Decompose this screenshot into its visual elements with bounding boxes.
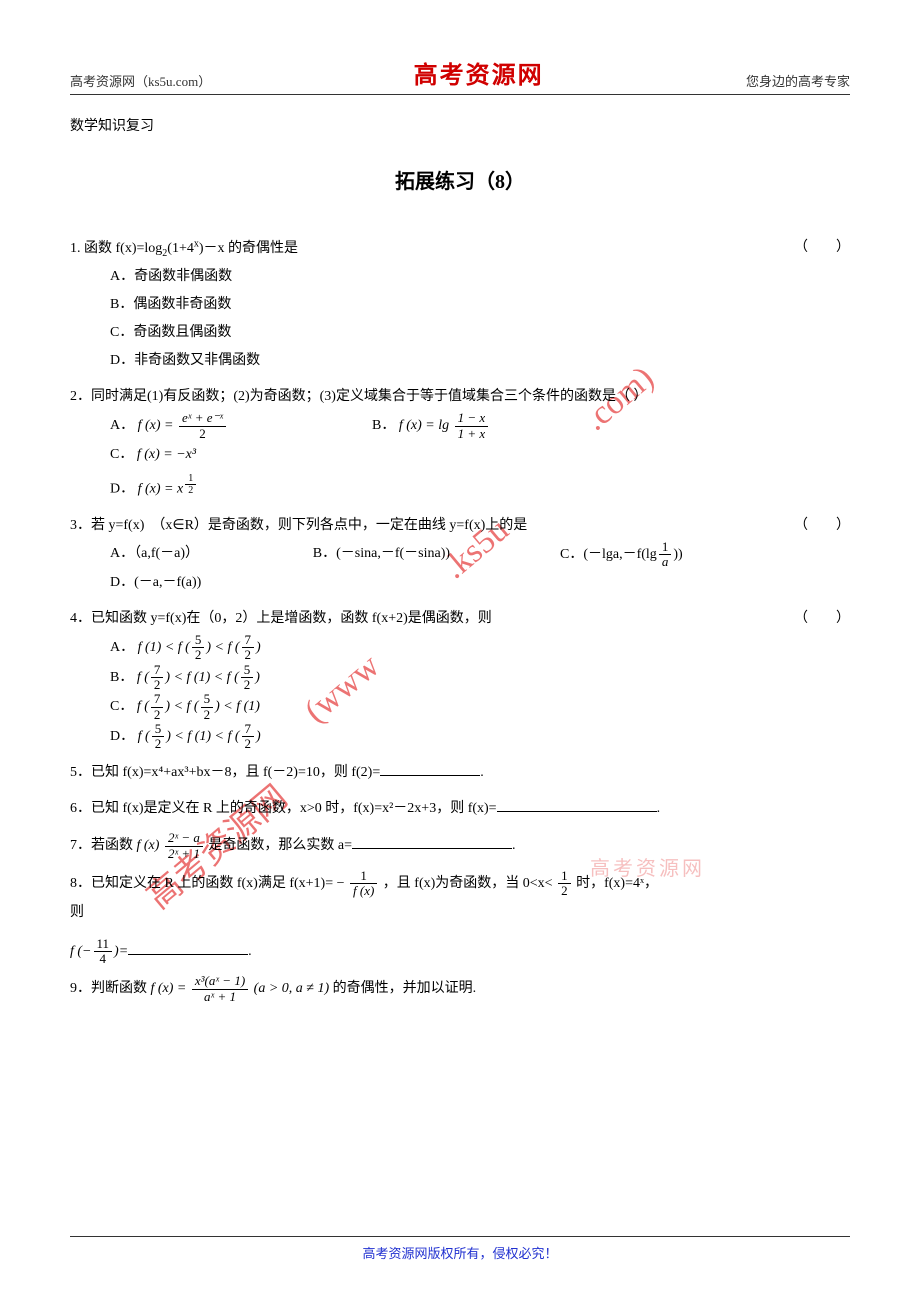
- q2-opt-a: A． f (x) = eˣ + e⁻ˣ2: [110, 411, 332, 441]
- q6-blank: [497, 798, 657, 812]
- q4-options: A． f (1) < f (52) < f (72) B． f (72) < f…: [110, 633, 850, 751]
- question-4: 4．已知函数 y=f(x)在（0，2）上是增函数，函数 f(x+2)是偶函数，则…: [70, 605, 850, 751]
- q5-blank: [380, 762, 480, 776]
- question-5: 5．已知 f(x)=x⁴+ax³+bx－8，且 f(－2)=10，则 f(2)=…: [70, 759, 850, 787]
- footer: 高考资源网版权所有，侵权必究！: [70, 1236, 850, 1262]
- q3-options: A．（a,f(－a)） B．(－sina,－f(－sina)) C．(－lga,…: [110, 540, 850, 598]
- question-1: 1. 函数 f(x)=log2(1+4x)－x 的奇偶性是 （ ） A．奇函数非…: [70, 234, 850, 375]
- q8-blank: [128, 941, 248, 955]
- q3-opt-d: D．(－a,－f(a)): [110, 569, 258, 597]
- q3-stem: 3．若 y=f(x) （x∈R）是奇函数，则下列各点中，一定在曲线 y=f(x)…: [70, 518, 527, 533]
- q1-opt-b: B．偶函数非奇函数: [110, 291, 465, 319]
- q4-opt-a: A． f (1) < f (52) < f (72): [110, 633, 465, 663]
- sub-heading: 数学知识复习: [70, 115, 850, 135]
- q4-opt-b: B． f (72) < f (1) < f (52): [110, 663, 465, 693]
- page: .com) .ks5u (www 高考资源网 高考资源网 高考资源网（ks5u.…: [0, 0, 920, 1302]
- q4-opt-c: C． f (72) < f (52) < f (1): [110, 692, 465, 722]
- question-8: 8．已知定义在 R 上的函数 f(x)满足 f(x+1)= − 1f (x) ，…: [70, 869, 850, 966]
- q4-stem: 4．已知函数 y=f(x)在（0，2）上是增函数，函数 f(x+2)是偶函数，则: [70, 611, 492, 626]
- q1-options: A．奇函数非偶函数 B．偶函数非奇函数 C．奇函数且偶函数 D．非奇函数又非偶函…: [110, 263, 850, 375]
- q1-stem: 1. 函数 f(x)=log2(1+4x)－x 的奇偶性是: [70, 241, 298, 256]
- question-6: 6．已知 f(x)是定义在 R 上的奇函数，x>0 时，f(x)=x²－2x+3…: [70, 795, 850, 823]
- q3-opt-a: A．（a,f(－a)）: [110, 540, 273, 568]
- q3-opt-c: C．(－lga,－f(lg1a)): [560, 540, 752, 570]
- q2-opt-d: D． f (x) = x12: [110, 473, 810, 503]
- header-center: 高考资源网: [414, 55, 544, 90]
- question-2: 2．同时满足(1)有反函数；(2)为奇函数；(3)定义域集合于等于值域集合三个条…: [70, 383, 850, 503]
- q3-opt-b: B．(－sina,－f(－sina)): [313, 540, 520, 568]
- question-7: 7．若函数 f (x) 2ˣ − a2ˣ + 1 是奇函数，那么实数 a=.: [70, 831, 850, 861]
- q2-stem: 2．同时满足(1)有反函数；(2)为奇函数；(3)定义域集合于等于值域集合三个条…: [70, 389, 647, 404]
- q1-opt-d: D．非奇函数又非偶函数: [110, 347, 465, 375]
- question-3: 3．若 y=f(x) （x∈R）是奇函数，则下列各点中，一定在曲线 y=f(x)…: [70, 512, 850, 598]
- q4-paren: （ ）: [794, 605, 850, 633]
- q2-options: A． f (x) = eˣ + e⁻ˣ2 B． f (x) = lg 1 − x…: [110, 411, 850, 503]
- question-9: 9．判断函数 f (x) = x³(aˣ − 1)aˣ + 1 (a > 0, …: [70, 974, 850, 1004]
- header: 高考资源网（ks5u.com） 高考资源网 您身边的高考专家: [70, 55, 850, 95]
- q2-opt-b: B． f (x) = lg 1 − x1 + x: [372, 411, 579, 441]
- q7-blank: [352, 835, 512, 849]
- header-right: 您身边的高考专家: [746, 71, 850, 90]
- q1-opt-c: C．奇函数且偶函数: [110, 319, 465, 347]
- header-left: 高考资源网（ks5u.com）: [70, 71, 211, 90]
- q1-paren: （ ）: [794, 234, 850, 262]
- q2-opt-c: C． f (x) = −x³: [110, 441, 332, 469]
- q1-opt-a: A．奇函数非偶函数: [110, 263, 465, 291]
- q3-paren: （ ）: [794, 512, 850, 540]
- q4-opt-d: D． f (52) < f (1) < f (72): [110, 722, 465, 752]
- page-title: 拓展练习（8）: [70, 165, 850, 194]
